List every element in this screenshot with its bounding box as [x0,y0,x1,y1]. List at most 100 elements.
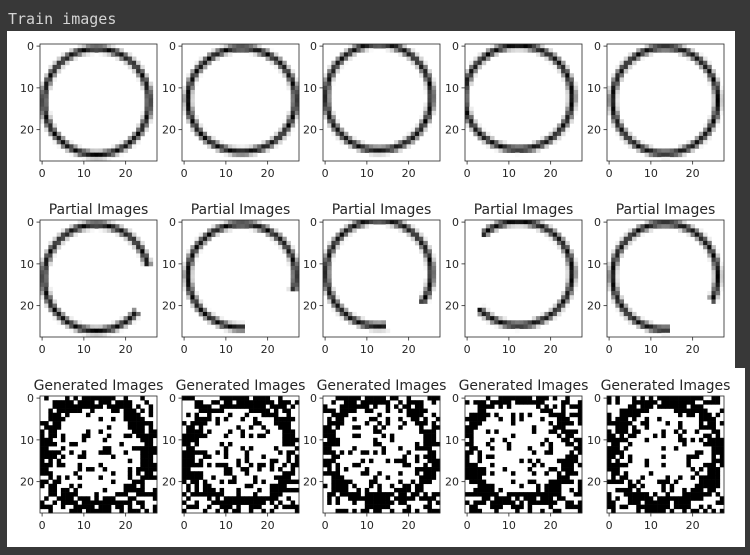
image-pixel [465,462,470,468]
image-pixel [140,257,145,263]
image-pixel [335,232,341,238]
image-pixel [607,110,612,116]
image-pixel [261,228,266,233]
image-pixel [339,508,345,514]
image-pixel [548,429,554,434]
image-pixel [715,291,721,296]
image-pixel [127,236,133,242]
image-pixel [77,400,83,405]
image-pixel [498,504,503,510]
image-pixel [623,429,629,434]
image-pixel [561,458,566,464]
image-pixel [473,446,478,451]
image-pixel [140,500,145,505]
image-pixel [686,454,691,459]
image-pixel [682,48,687,53]
image-pixel [123,60,129,66]
image-pixel [485,396,491,401]
image-pixel [565,286,570,292]
image-pixel [419,404,424,409]
image-pixel [427,89,432,95]
image-pixel [215,500,220,505]
image-pixel [373,320,378,325]
image-pixel [661,454,666,459]
image-pixel [698,135,704,141]
image-pixel [115,500,120,505]
image-pixel [73,504,78,510]
image-pixel [419,127,424,133]
image-pixel [190,77,195,82]
image-pixel [506,220,512,225]
image-pixel [348,220,353,225]
image-pixel [644,152,650,158]
image-pixel [207,454,212,459]
image-pixel [711,295,716,300]
image-pixel [56,236,62,242]
image-pixel [619,433,625,439]
image-pixel [435,467,441,472]
image-pixel [148,261,154,267]
image-pixel [615,441,620,447]
image-pixel [627,52,633,57]
image-pixel [198,450,204,455]
image-pixel [265,429,271,434]
image-pixel [615,240,620,246]
image-pixel [715,110,721,116]
image-pixel [77,404,83,409]
image-pixel [711,245,716,250]
image-pixel [469,433,474,439]
image-pixel [140,479,145,485]
image-pixel [490,500,495,505]
image-pixel [678,504,683,510]
image-pixel [182,437,187,443]
image-pixel [385,404,391,409]
image-pixel [561,60,566,66]
image-pixel [373,152,378,158]
image-pixel [360,508,366,514]
image-pixel [615,131,620,137]
image-pixel [490,316,495,321]
image-pixel [510,479,516,485]
image-pixel [273,135,279,141]
image-pixel [352,404,357,409]
image-pixel [98,462,103,468]
image-pixel [481,496,487,501]
image-pixel [98,416,103,422]
image-pixel [232,144,237,149]
image-pixel [140,127,145,133]
image-pixel [98,228,103,233]
image-pixel [364,320,370,325]
image-pixel [485,56,491,62]
image-pixel [339,52,345,57]
image-pixel [368,408,374,414]
image-pixel [98,156,103,162]
image-pixel [510,416,516,422]
image-pixel [364,467,370,472]
image-pixel [102,328,108,334]
image-pixel [278,240,283,246]
image-pixel [52,307,58,313]
image-pixel [556,299,562,304]
image-pixel [627,454,633,459]
image-pixel [427,257,432,263]
image-pixel [282,123,287,128]
image-pixel [561,123,566,128]
image-pixel [44,261,49,267]
image-pixel [611,110,616,116]
image-pixel [343,316,349,321]
image-pixel [211,224,216,229]
image-pixel [190,450,195,455]
image-pixel [278,487,283,493]
image-pixel [356,324,361,329]
image-pixel [569,119,574,124]
image-pixel [611,270,616,275]
image-pixel [48,110,53,116]
image-pixel [232,475,237,480]
image-pixel [611,421,616,426]
image-pixel [253,496,258,501]
image-pixel [402,224,407,229]
image-pixel [465,94,470,99]
image-pixel [632,232,637,238]
image-pixel [402,144,407,149]
subplot-title: Generated Images [601,378,731,394]
